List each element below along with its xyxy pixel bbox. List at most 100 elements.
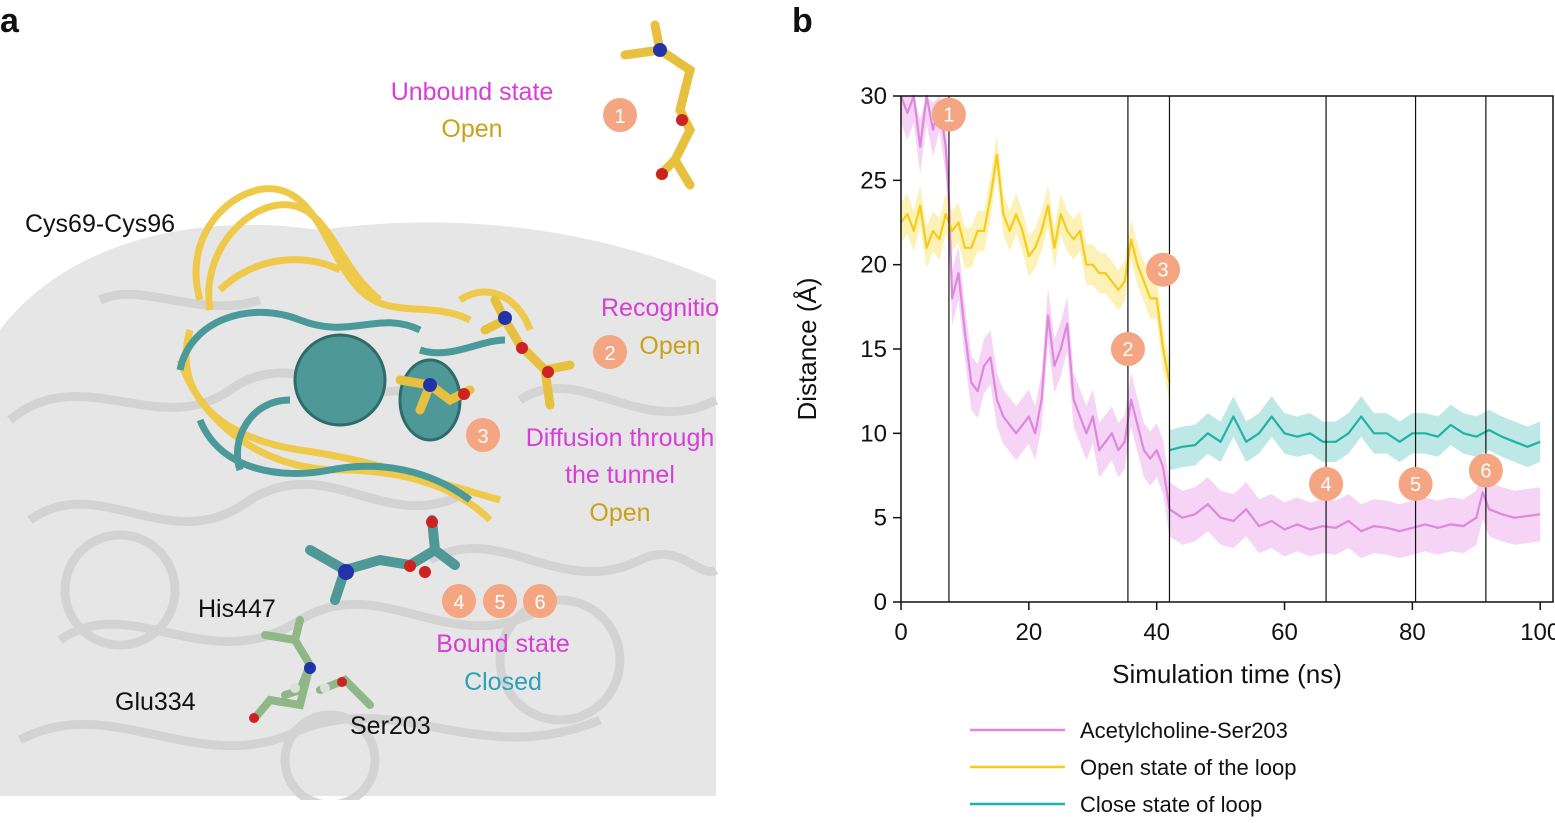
y-tick-label: 15 xyxy=(860,336,887,363)
nitrogen-atom xyxy=(304,662,316,674)
panel-letter-a: a xyxy=(0,2,19,40)
svg-text:6: 6 xyxy=(534,592,545,614)
oxygen-atom xyxy=(337,677,347,687)
oxygen-atom xyxy=(542,366,554,378)
oxygen-atom xyxy=(458,388,470,400)
closed-loop-ribbons xyxy=(176,308,506,503)
event-marker-label: 2 xyxy=(1122,339,1133,361)
label-glu334: Glu334 xyxy=(115,688,196,716)
protein-structure-render: Unbound state Open Cys69-Cys96 Recogniti… xyxy=(0,20,733,810)
oxygen-atom xyxy=(419,566,431,578)
svg-text:1: 1 xyxy=(614,106,625,128)
event-marker-label: 3 xyxy=(1158,260,1169,282)
oxygen-atom xyxy=(676,114,688,126)
x-tick-label: 100 xyxy=(1520,619,1555,646)
label-tunnel: the tunnel xyxy=(565,461,675,489)
event-marker-4: 4 xyxy=(1309,466,1344,501)
label-recognition: Recognition xyxy=(601,294,720,322)
event-marker-label: 4 xyxy=(1321,474,1332,496)
y-tick-label: 0 xyxy=(874,589,887,616)
x-tick-label: 40 xyxy=(1143,619,1170,646)
distance-chart: 0 20 40 60 80 100 0 5 10 15 20 25 30 1 2 3 4 5 6 Simulati… xyxy=(792,83,1555,817)
event-marker-circle xyxy=(1468,453,1503,488)
event-markers: 1 2 3 4 5 6 xyxy=(931,97,1503,501)
label-bound-state: Bound state xyxy=(436,630,569,658)
x-axis-label: Simulation time (ns) xyxy=(1112,659,1342,689)
marker-5: 5 xyxy=(483,584,517,618)
series-lines xyxy=(899,94,1541,533)
marker-6: 6 xyxy=(523,584,557,618)
series-bands xyxy=(901,96,1541,559)
legend-label: Open state of the loop xyxy=(1080,755,1297,780)
event-marker-circle xyxy=(1110,332,1145,366)
label-diffusion: Diffusion through xyxy=(526,424,715,452)
label-closed: Closed xyxy=(464,668,542,696)
y-tick-label: 30 xyxy=(860,83,887,110)
event-marker-6: 6 xyxy=(1468,453,1503,488)
x-tick-label: 60 xyxy=(1271,619,1298,646)
y-tick-label: 10 xyxy=(860,420,887,447)
event-marker-circle xyxy=(1398,466,1433,501)
oxygen-atom xyxy=(426,516,438,528)
event-marker-1: 1 xyxy=(931,97,966,132)
svg-text:3: 3 xyxy=(477,426,488,448)
nitrogen-atom xyxy=(423,378,437,392)
x-tick-label: 80 xyxy=(1399,619,1426,646)
series-band-3 xyxy=(1169,396,1541,471)
event-lines xyxy=(948,96,1487,602)
nitrogen-atom xyxy=(338,564,354,580)
event-marker-circle xyxy=(1309,466,1344,501)
series-line-3 xyxy=(1169,415,1541,452)
label-open-3: Open xyxy=(589,499,650,527)
label-cys69-cys96: Cys69-Cys96 xyxy=(25,210,175,238)
nitrogen-atom xyxy=(653,43,667,57)
oxygen-atom xyxy=(656,168,668,180)
marker-3: 3 xyxy=(466,418,500,452)
event-marker-3: 3 xyxy=(1146,252,1181,287)
y-tick-label: 25 xyxy=(860,167,887,194)
event-marker-circle xyxy=(1146,252,1181,287)
panel-b: b 0 20 40 60 80 100 0 5 10 15 20 25 30 1 2 3 4 5 6 Simula… xyxy=(780,0,1555,818)
panel-a: a xyxy=(0,0,733,810)
oxygen-atom xyxy=(516,342,528,354)
label-open-2: Open xyxy=(639,332,700,360)
event-marker-label: 1 xyxy=(943,105,954,127)
x-tick-label: 20 xyxy=(1015,619,1042,646)
legend: Acetylcholine-Ser203 Open state of the lo… xyxy=(970,718,1297,817)
nitrogen-atom xyxy=(498,311,512,325)
event-marker-5: 5 xyxy=(1398,466,1433,501)
legend-item-3: Close state of loop xyxy=(970,792,1262,817)
svg-text:5: 5 xyxy=(494,592,505,614)
y-tick-label: 5 xyxy=(874,505,887,532)
y-tick-label: 20 xyxy=(860,252,887,279)
marker-2: 2 xyxy=(593,335,627,369)
series-line-2 xyxy=(900,153,1171,383)
y-axis-label: Distance (Å) xyxy=(792,277,822,420)
label-open-1: Open xyxy=(441,115,502,143)
panel-letter-b: b xyxy=(792,2,813,40)
legend-item-1: Acetylcholine-Ser203 xyxy=(970,718,1288,743)
label-unbound-state: Unbound state xyxy=(391,78,554,106)
marker-1: 1 xyxy=(603,98,637,132)
event-marker-circle xyxy=(931,97,966,132)
series-band-2 xyxy=(901,134,1170,404)
hydrogen-atom xyxy=(320,683,330,693)
series-band-1 xyxy=(901,96,1541,559)
event-marker-label: 5 xyxy=(1410,474,1421,496)
oxygen-atom xyxy=(249,713,259,723)
event-marker-label: 6 xyxy=(1480,460,1491,482)
event-marker-2: 2 xyxy=(1110,332,1145,366)
legend-label: Acetylcholine-Ser203 xyxy=(1080,718,1288,743)
marker-4: 4 xyxy=(442,584,476,618)
label-his447: His447 xyxy=(198,595,276,623)
svg-text:2: 2 xyxy=(604,343,615,365)
legend-item-2: Open state of the loop xyxy=(970,755,1297,780)
x-tick-label: 0 xyxy=(894,619,907,646)
legend-label: Close state of loop xyxy=(1080,792,1262,817)
teal-helix xyxy=(293,333,387,427)
oxygen-atom xyxy=(404,560,416,572)
svg-text:4: 4 xyxy=(453,592,464,614)
label-ser203: Ser203 xyxy=(350,712,431,740)
hydrogen-atom xyxy=(290,683,300,693)
